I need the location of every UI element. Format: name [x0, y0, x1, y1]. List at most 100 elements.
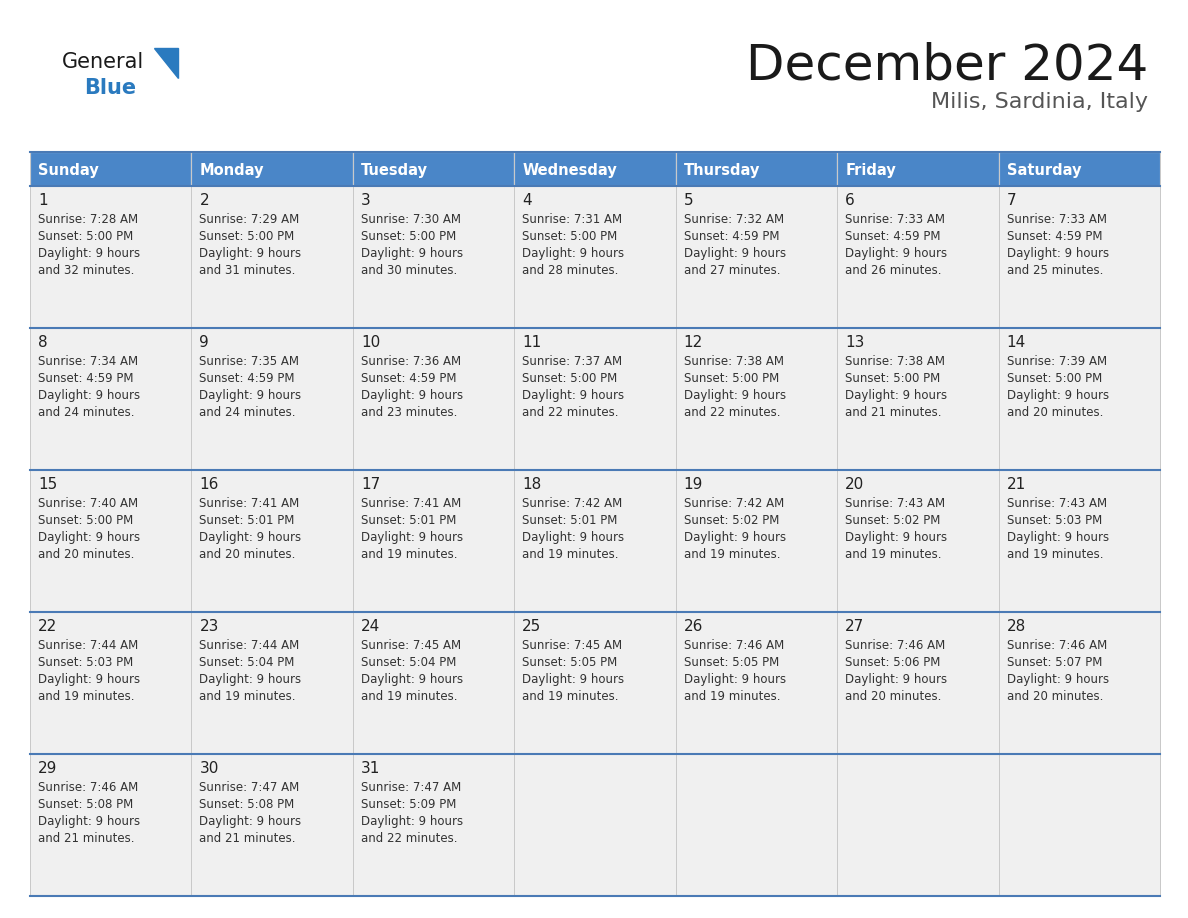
Text: Sunset: 5:08 PM: Sunset: 5:08 PM — [200, 798, 295, 811]
Text: and 21 minutes.: and 21 minutes. — [845, 406, 942, 419]
Text: Sunset: 5:00 PM: Sunset: 5:00 PM — [523, 230, 618, 243]
Bar — [191, 470, 353, 612]
Text: and 19 minutes.: and 19 minutes. — [684, 690, 781, 703]
Text: Sunrise: 7:34 AM: Sunrise: 7:34 AM — [38, 355, 138, 368]
Text: Daylight: 9 hours: Daylight: 9 hours — [38, 815, 140, 828]
Text: Sunrise: 7:36 AM: Sunrise: 7:36 AM — [361, 355, 461, 368]
Text: Sunrise: 7:31 AM: Sunrise: 7:31 AM — [523, 213, 623, 226]
Text: Tuesday: Tuesday — [361, 162, 428, 177]
Polygon shape — [154, 48, 178, 78]
Text: 13: 13 — [845, 335, 865, 350]
Text: Sunrise: 7:40 AM: Sunrise: 7:40 AM — [38, 497, 138, 510]
Bar — [999, 754, 1159, 896]
Text: 6: 6 — [845, 193, 855, 208]
Text: Sunset: 5:08 PM: Sunset: 5:08 PM — [38, 798, 133, 811]
Bar — [353, 328, 514, 470]
Text: Sunrise: 7:46 AM: Sunrise: 7:46 AM — [38, 781, 138, 794]
Text: Sunrise: 7:47 AM: Sunrise: 7:47 AM — [361, 781, 461, 794]
Text: and 20 minutes.: and 20 minutes. — [1006, 406, 1102, 419]
Bar — [514, 328, 676, 470]
Text: and 28 minutes.: and 28 minutes. — [523, 264, 619, 277]
Bar — [514, 186, 676, 328]
Text: Sunrise: 7:29 AM: Sunrise: 7:29 AM — [200, 213, 299, 226]
Text: Daylight: 9 hours: Daylight: 9 hours — [200, 815, 302, 828]
Text: 11: 11 — [523, 335, 542, 350]
Text: Daylight: 9 hours: Daylight: 9 hours — [361, 815, 463, 828]
Text: Sunset: 5:09 PM: Sunset: 5:09 PM — [361, 798, 456, 811]
Text: Daylight: 9 hours: Daylight: 9 hours — [38, 247, 140, 260]
Text: Daylight: 9 hours: Daylight: 9 hours — [361, 673, 463, 686]
Bar — [353, 754, 514, 896]
Text: Sunset: 5:05 PM: Sunset: 5:05 PM — [684, 656, 779, 669]
Bar — [999, 612, 1159, 754]
Text: Monday: Monday — [200, 162, 264, 177]
Text: Sunrise: 7:41 AM: Sunrise: 7:41 AM — [361, 497, 461, 510]
Text: Sunset: 5:06 PM: Sunset: 5:06 PM — [845, 656, 941, 669]
Text: Daylight: 9 hours: Daylight: 9 hours — [845, 247, 947, 260]
Text: Sunrise: 7:42 AM: Sunrise: 7:42 AM — [684, 497, 784, 510]
Text: 9: 9 — [200, 335, 209, 350]
Text: Sunset: 5:05 PM: Sunset: 5:05 PM — [523, 656, 618, 669]
Text: and 22 minutes.: and 22 minutes. — [684, 406, 781, 419]
Text: 5: 5 — [684, 193, 694, 208]
Bar — [676, 470, 838, 612]
Text: 14: 14 — [1006, 335, 1025, 350]
Text: Sunrise: 7:35 AM: Sunrise: 7:35 AM — [200, 355, 299, 368]
Text: 2: 2 — [200, 193, 209, 208]
Text: and 19 minutes.: and 19 minutes. — [361, 548, 457, 561]
Text: 1: 1 — [38, 193, 48, 208]
Text: Sunset: 4:59 PM: Sunset: 4:59 PM — [38, 372, 133, 385]
Text: 10: 10 — [361, 335, 380, 350]
Text: and 27 minutes.: and 27 minutes. — [684, 264, 781, 277]
Text: Daylight: 9 hours: Daylight: 9 hours — [845, 673, 947, 686]
Text: 30: 30 — [200, 761, 219, 776]
Text: Daylight: 9 hours: Daylight: 9 hours — [38, 531, 140, 544]
Bar — [999, 470, 1159, 612]
Text: Daylight: 9 hours: Daylight: 9 hours — [200, 673, 302, 686]
Bar — [999, 152, 1159, 186]
Text: Sunset: 5:01 PM: Sunset: 5:01 PM — [361, 514, 456, 527]
Bar — [191, 754, 353, 896]
Bar — [999, 328, 1159, 470]
Text: Sunset: 5:00 PM: Sunset: 5:00 PM — [845, 372, 941, 385]
Text: Sunrise: 7:45 AM: Sunrise: 7:45 AM — [361, 639, 461, 652]
Text: Daylight: 9 hours: Daylight: 9 hours — [523, 673, 625, 686]
Text: Sunset: 5:03 PM: Sunset: 5:03 PM — [1006, 514, 1101, 527]
Text: Sunset: 5:02 PM: Sunset: 5:02 PM — [845, 514, 941, 527]
Text: 22: 22 — [38, 619, 57, 634]
Text: Sunrise: 7:32 AM: Sunrise: 7:32 AM — [684, 213, 784, 226]
Text: Daylight: 9 hours: Daylight: 9 hours — [1006, 247, 1108, 260]
Text: Sunset: 4:59 PM: Sunset: 4:59 PM — [200, 372, 295, 385]
Bar — [353, 152, 514, 186]
Text: Daylight: 9 hours: Daylight: 9 hours — [200, 389, 302, 402]
Bar — [353, 470, 514, 612]
Text: Sunset: 5:01 PM: Sunset: 5:01 PM — [523, 514, 618, 527]
Text: Sunset: 5:04 PM: Sunset: 5:04 PM — [200, 656, 295, 669]
Text: 23: 23 — [200, 619, 219, 634]
Text: and 19 minutes.: and 19 minutes. — [361, 690, 457, 703]
Text: Sunrise: 7:33 AM: Sunrise: 7:33 AM — [845, 213, 946, 226]
Text: Daylight: 9 hours: Daylight: 9 hours — [1006, 673, 1108, 686]
Text: and 19 minutes.: and 19 minutes. — [523, 690, 619, 703]
Text: and 26 minutes.: and 26 minutes. — [845, 264, 942, 277]
Text: 31: 31 — [361, 761, 380, 776]
Text: 4: 4 — [523, 193, 532, 208]
Text: Sunrise: 7:38 AM: Sunrise: 7:38 AM — [845, 355, 946, 368]
Text: 17: 17 — [361, 477, 380, 492]
Bar — [999, 186, 1159, 328]
Text: 20: 20 — [845, 477, 865, 492]
Text: Sunrise: 7:46 AM: Sunrise: 7:46 AM — [684, 639, 784, 652]
Text: Daylight: 9 hours: Daylight: 9 hours — [523, 247, 625, 260]
Text: 7: 7 — [1006, 193, 1016, 208]
Text: and 19 minutes.: and 19 minutes. — [684, 548, 781, 561]
Text: December 2024: December 2024 — [746, 42, 1148, 90]
Bar — [838, 612, 999, 754]
Text: and 20 minutes.: and 20 minutes. — [38, 548, 134, 561]
Text: 19: 19 — [684, 477, 703, 492]
Text: Daylight: 9 hours: Daylight: 9 hours — [684, 389, 785, 402]
Text: Sunset: 5:00 PM: Sunset: 5:00 PM — [523, 372, 618, 385]
Bar — [676, 328, 838, 470]
Text: Daylight: 9 hours: Daylight: 9 hours — [684, 673, 785, 686]
Text: and 20 minutes.: and 20 minutes. — [1006, 690, 1102, 703]
Bar — [30, 328, 191, 470]
